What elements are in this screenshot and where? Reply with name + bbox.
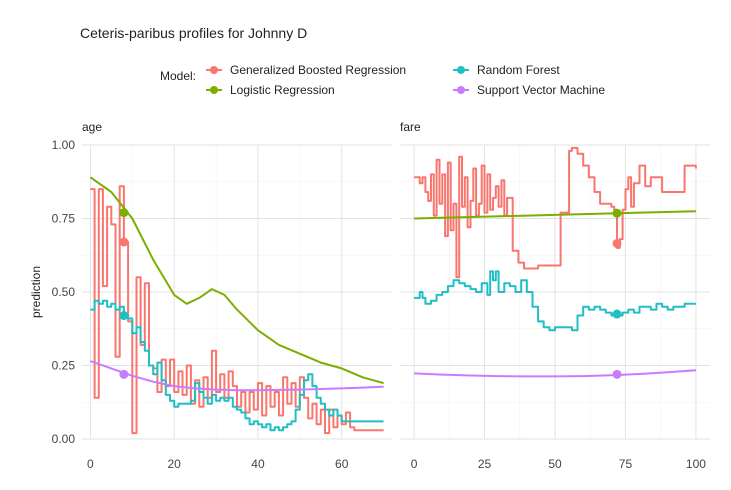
- observation-point-random-forest: [612, 309, 622, 319]
- chart-title: Ceteris-paribus profiles for Johnny D: [80, 25, 307, 41]
- y-tick-label: 0.00: [52, 432, 76, 446]
- observation-point-logistic-regression: [119, 208, 129, 218]
- observation-point-support-vector-machine: [612, 369, 622, 379]
- series-line-support-vector-machine: [90, 360, 384, 392]
- x-tick-label: 100: [686, 457, 706, 471]
- legend-marker-generalized-boosted-regression: [210, 66, 218, 74]
- legend-label-random-forest: Random Forest: [477, 63, 560, 77]
- legend-title: Model:: [160, 69, 196, 83]
- x-tick-label: 20: [167, 457, 181, 471]
- x-tick-label: 25: [478, 457, 492, 471]
- legend-label-generalized-boosted-regression: Generalized Boosted Regression: [230, 63, 406, 77]
- observation-point-random-forest: [119, 311, 129, 321]
- legend: Model: Generalized Boosted Regression Ran…: [160, 63, 605, 97]
- panel-age: age 0 20 40 60: [82, 120, 392, 471]
- series-line-random-forest: [90, 299, 384, 432]
- panel-label-age: age: [82, 120, 102, 134]
- y-tick-label: 1.00: [52, 138, 76, 152]
- x-tick-label: 0: [87, 457, 94, 471]
- y-axis-ticks: 0.00 0.25 0.50 0.75 1.00: [52, 138, 76, 446]
- x-tick-label: 60: [335, 457, 349, 471]
- series-line-random-forest: [414, 270, 696, 332]
- y-tick-label: 0.75: [52, 212, 76, 226]
- y-tick-label: 0.25: [52, 359, 76, 373]
- observation-point-support-vector-machine: [119, 369, 129, 379]
- series-line-logistic-regression: [414, 210, 696, 220]
- x-tick-label: 40: [251, 457, 265, 471]
- panels: age 0 20 40 60 fare 0 25 50 75 100 0.00 0.25 0.50 0.75…: [52, 120, 710, 471]
- legend-marker-support-vector-machine: [457, 86, 465, 94]
- x-tick-label: 0: [411, 457, 418, 471]
- x-tick-label: 75: [619, 457, 633, 471]
- panel-fare: fare 0 25 50 75 100: [400, 120, 710, 471]
- legend-label-logistic-regression: Logistic Regression: [230, 83, 335, 97]
- x-tick-label: 50: [548, 457, 562, 471]
- observation-point-logistic-regression: [612, 208, 622, 218]
- series-line-logistic-regression: [89, 176, 384, 385]
- series-line-support-vector-machine: [414, 369, 696, 378]
- y-axis-label: prediction: [29, 266, 43, 318]
- legend-label-support-vector-machine: Support Vector Machine: [477, 83, 605, 97]
- legend-marker-logistic-regression: [210, 86, 218, 94]
- legend-marker-random-forest: [457, 66, 465, 74]
- observation-point-generalized-boosted-regression: [612, 238, 622, 248]
- y-tick-label: 0.50: [52, 285, 76, 299]
- panel-label-fare: fare: [400, 120, 421, 134]
- observation-point-generalized-boosted-regression: [119, 237, 129, 247]
